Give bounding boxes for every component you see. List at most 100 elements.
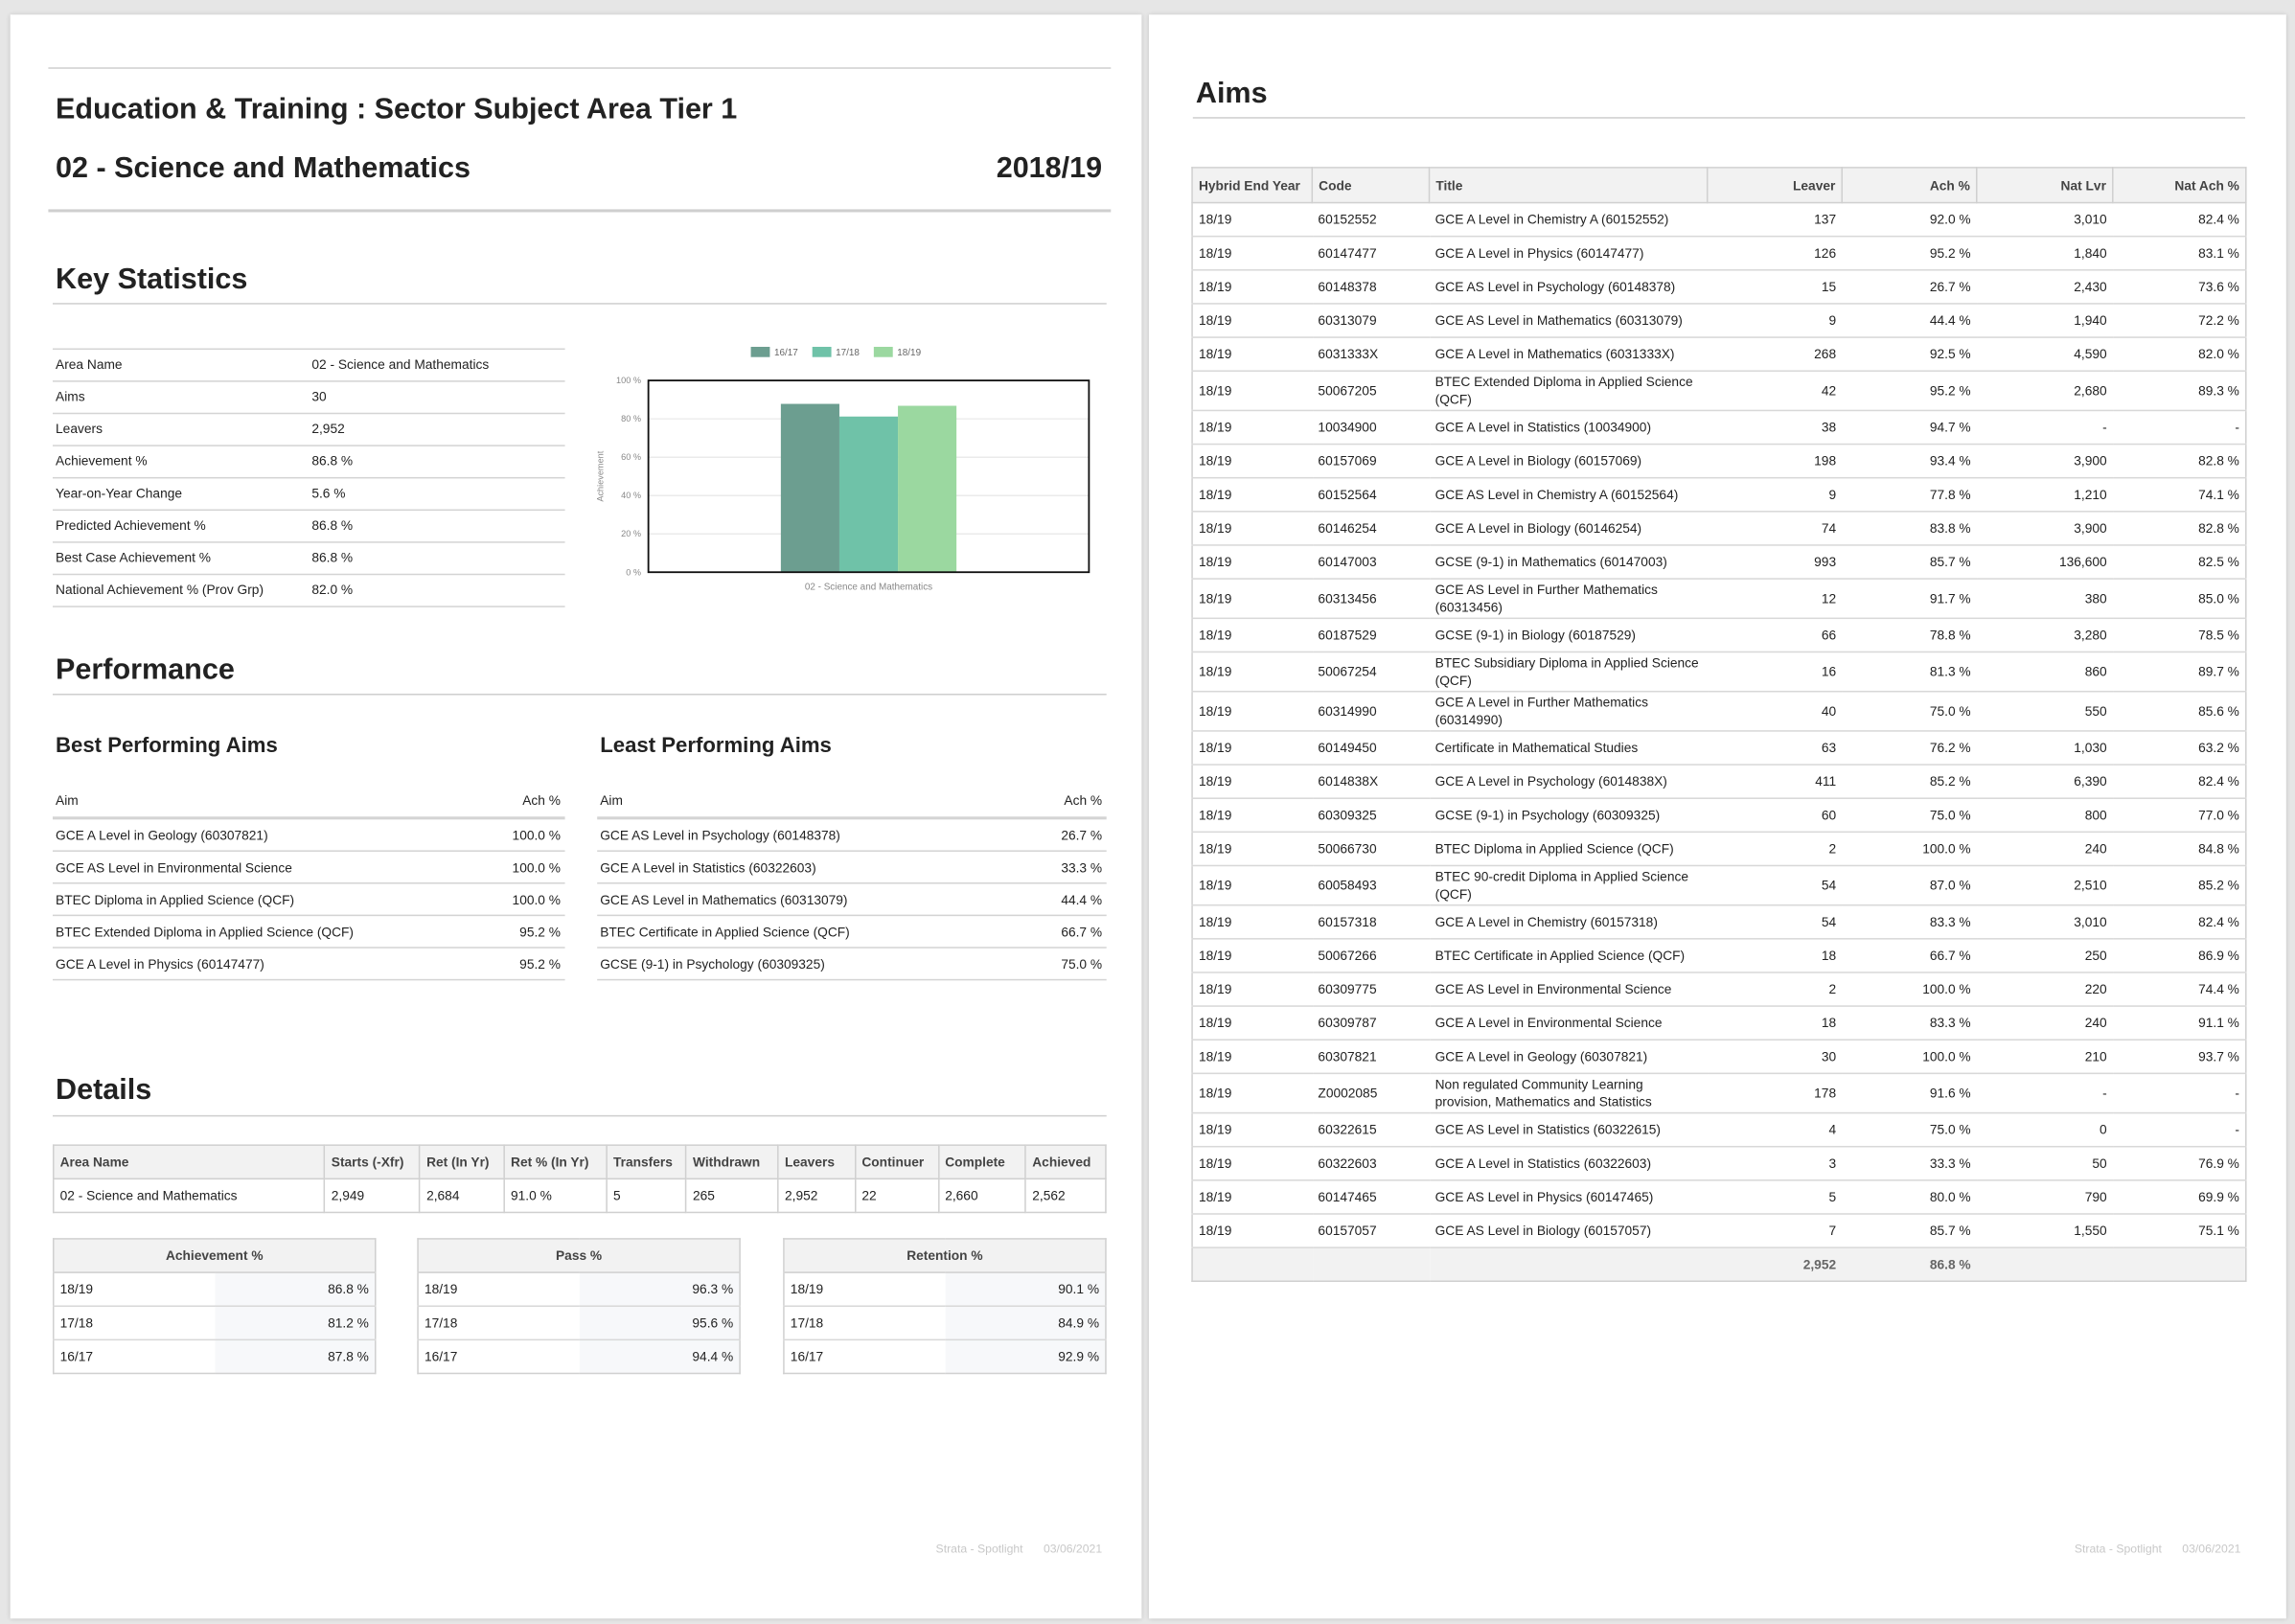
aim-name: GCE AS Level in Environmental Science xyxy=(56,860,292,876)
cell: 100.0 % xyxy=(1922,981,1971,997)
stat-value: 02 - Science and Mathematics xyxy=(311,356,490,372)
stat-row: Predicted Achievement % 86.8 % xyxy=(52,509,565,542)
aim-row: GCE AS Level in Environmental Science 100… xyxy=(52,852,565,884)
section-heading: Details xyxy=(56,1074,152,1107)
cell: 1,030 xyxy=(2074,740,2107,756)
legend-label: 16/17 xyxy=(774,348,798,358)
cell: 82.4 % xyxy=(2198,914,2239,929)
cell: 91.0 % xyxy=(503,1178,608,1214)
stat-label: Predicted Achievement % xyxy=(56,517,206,533)
stat-value: 2,952 xyxy=(311,421,345,437)
cell: 82.5 % xyxy=(2198,554,2239,570)
cell: 60322615 xyxy=(1318,1122,1377,1137)
cell: 60157318 xyxy=(1318,914,1377,929)
cell: 18/19 xyxy=(1198,1086,1232,1101)
cell: 60058493 xyxy=(1318,878,1377,893)
cell: 0 xyxy=(2100,1122,2107,1137)
bar xyxy=(898,405,957,573)
aim-ach: 66.7 % xyxy=(1061,925,1103,940)
rule xyxy=(48,209,1112,213)
cell: 94.7 % xyxy=(1929,420,1971,435)
footer-source: Strata - Spotlight xyxy=(2074,1542,2162,1556)
legend-swatch xyxy=(873,346,893,357)
achievement-chart: 0 % 20 % 40 % 60 % 80 % 100 % Achievement 02 - … xyxy=(595,346,1090,593)
cell: 54 xyxy=(1821,914,1837,929)
cell: 78.8 % xyxy=(1929,628,1971,643)
cell: 60152552 xyxy=(1318,212,1377,227)
summary-row: 16/17 87.8 % xyxy=(53,1339,376,1374)
aims: Hybrid End Year Code Title Leaver Ach % Nat L… xyxy=(1191,167,2247,1283)
cell: 60147477 xyxy=(1318,245,1377,261)
best-aims: Aim Ach % GCE A Level in Geology (60307821… xyxy=(52,785,565,981)
cell: 2,684 xyxy=(419,1178,505,1214)
cell: GCE A Level in Chemistry (60157318) xyxy=(1434,914,1658,929)
cell: 89.7 % xyxy=(2198,664,2239,679)
aims-table: Hybrid End Year Code Title Leaver Ach % Nat L… xyxy=(1191,167,2247,1283)
aim-row: 18/19 50066730 BTEC Diploma in Applied Sci… xyxy=(1192,832,2246,866)
cell: 85.2 % xyxy=(2198,878,2239,893)
y-tick-label: 40 % xyxy=(621,491,641,500)
summary-table: Retention % 18/19 90.1 % 17/18 84.9 % 16/17 92… xyxy=(783,1238,1107,1375)
cell: 63.2 % xyxy=(2198,740,2239,756)
cell: 210 xyxy=(2084,1049,2107,1064)
report-subtitle: 02 - Science and Mathematics xyxy=(56,151,470,185)
cell: 18/19 xyxy=(1198,520,1232,537)
cell: 82.0 % xyxy=(2198,346,2239,362)
summary-row: 16/17 94.4 % xyxy=(418,1339,741,1374)
cell: 72.2 % xyxy=(2198,312,2239,329)
footer: Strata - Spotlight 03/06/2021 xyxy=(2075,1543,2241,1556)
rate: 84.9 % xyxy=(945,1306,1106,1340)
rate: 90.1 % xyxy=(945,1272,1106,1307)
cell: 75.0 % xyxy=(1929,703,1971,719)
header-row: Hybrid End Year Code Title Leaver Ach % Nat L… xyxy=(1191,167,2247,204)
cell: 6031333X xyxy=(1318,346,1379,362)
stat-label: Aims xyxy=(56,389,85,404)
cell: 18/19 xyxy=(1198,245,1232,261)
rate: 92.9 % xyxy=(945,1339,1106,1374)
key-statistics: Area Name 02 - Science and Mathematics Aim… xyxy=(52,348,565,607)
stat-row: Aims 30 xyxy=(52,380,565,413)
cell: GCE A Level in Physics (60147477) xyxy=(1434,245,1644,261)
aim-row: 18/19 60148378 GCE AS Level in Psychology … xyxy=(1192,270,2246,304)
empty-cell xyxy=(1312,1247,1429,1281)
footer: Strata - Spotlight 03/06/2021 xyxy=(936,1543,1103,1556)
aim-row: 18/19 50067266 BTEC Certificate in Applied… xyxy=(1192,939,2246,972)
cell: 1,840 xyxy=(2074,245,2107,261)
aim-row: 18/19 60322603 GCE A Level in Statistics (… xyxy=(1192,1147,2246,1180)
cell: 1,210 xyxy=(2074,487,2107,502)
footer-date: 03/06/2021 xyxy=(2182,1542,2241,1556)
aim-name: GCE A Level in Statistics (60322603) xyxy=(600,860,816,876)
cell: 240 xyxy=(2084,1016,2107,1031)
cell: - xyxy=(2102,420,2107,435)
cell: 84.8 % xyxy=(2198,841,2239,857)
cell: 18/19 xyxy=(1198,420,1232,435)
cell: 9 xyxy=(1828,312,1837,329)
cell: 50067254 xyxy=(1318,664,1377,679)
table-header: Aim Ach % xyxy=(52,785,565,820)
cell: 75.0 % xyxy=(1929,808,1971,823)
cell: 4 xyxy=(1828,1122,1837,1137)
aim-row: 18/19 60322615 GCE AS Level in Statistics … xyxy=(1192,1113,2246,1147)
cell: 126 xyxy=(1814,245,1837,261)
cell: - xyxy=(2235,1086,2239,1101)
stat-label: National Achievement % (Prov Grp) xyxy=(56,582,264,598)
legend-label: 18/19 xyxy=(897,348,921,358)
cell: 85.7 % xyxy=(1929,554,1971,570)
cell: 12 xyxy=(1821,591,1837,606)
cell: Non regulated Community Learning provisi… xyxy=(1434,1077,1652,1109)
period: 16/17 xyxy=(59,1349,94,1364)
aim-name: GCE A Level in Geology (60307821) xyxy=(56,828,268,843)
x-tick-label: 02 - Science and Mathematics xyxy=(805,583,932,593)
cell: 83.3 % xyxy=(1929,914,1971,929)
cell: 18/19 xyxy=(1198,740,1232,756)
stat-row: Year-on-Year Change 5.6 % xyxy=(52,476,565,510)
cell: 5 xyxy=(606,1178,687,1214)
cell: 60313456 xyxy=(1318,591,1377,606)
cell: 18/19 xyxy=(1198,703,1232,719)
cell: GCE A Level in Further Mathematics (6031… xyxy=(1434,695,1648,728)
summary-title: Achievement % xyxy=(53,1238,376,1273)
y-axis-label: Achievement xyxy=(595,450,605,501)
summary-row: 18/19 90.1 % xyxy=(783,1272,1106,1307)
cell: 83.8 % xyxy=(1929,520,1971,537)
aim-row: 18/19 60147477 GCE A Level in Physics (601… xyxy=(1192,237,2246,270)
